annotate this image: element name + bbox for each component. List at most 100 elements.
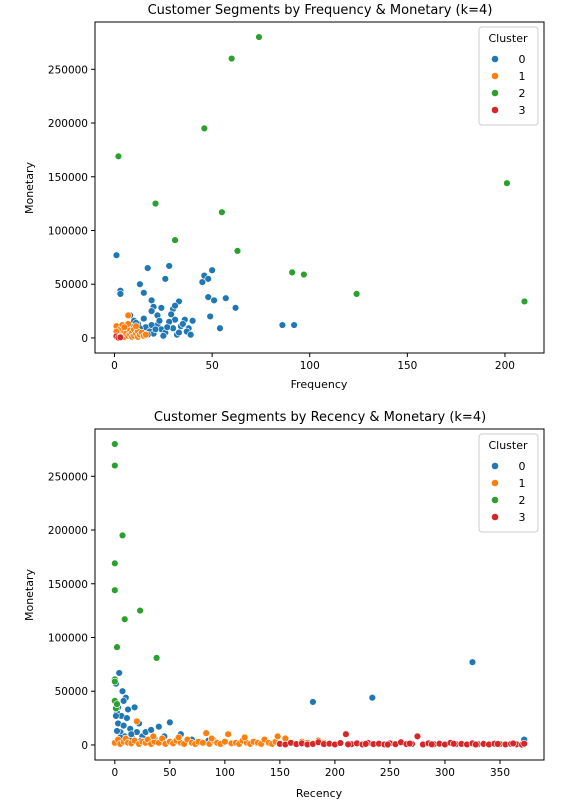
chart-2-y-axis-label: Monetary	[23, 568, 36, 621]
legend-marker-cluster-1	[491, 72, 499, 80]
x-tick-label: 100	[215, 767, 235, 779]
legend-marker-cluster-3	[491, 106, 499, 114]
cluster-0-point	[124, 705, 132, 714]
cluster-2-point	[111, 677, 119, 686]
legend-label-cluster-3: 3	[519, 104, 526, 117]
cluster-0-point	[116, 290, 125, 298]
cluster-0-point	[222, 294, 230, 302]
cluster-2-point	[111, 559, 119, 568]
cluster-3-point	[362, 740, 370, 748]
cluster-0-point	[165, 262, 173, 270]
chart-1-legend-items: 0 1 2 3	[491, 53, 526, 117]
cluster-0-point	[144, 264, 152, 272]
cluster-3-point	[344, 740, 352, 749]
x-tick-label: 0	[111, 767, 118, 779]
cluster-2-point	[118, 531, 127, 540]
cluster-0-point	[127, 730, 136, 738]
legend-label-cluster-0: 0	[519, 53, 526, 66]
legend-label-cluster-1: 1	[519, 70, 526, 83]
cluster-1-point	[133, 717, 141, 726]
cluster-0-point	[130, 703, 139, 712]
cluster-0-point	[115, 669, 123, 677]
cluster-0-point	[151, 325, 160, 334]
cluster-3-point	[406, 739, 414, 748]
cluster-2-point	[218, 208, 226, 216]
cluster-1-point	[124, 311, 132, 320]
chart-2-legend-items: 0 1 2 3	[491, 460, 526, 524]
chart-2-legend: Cluster 0 1 2 3	[478, 433, 539, 533]
cluster-2-point	[114, 152, 123, 161]
cluster-2-point	[113, 643, 121, 651]
cluster-2-point	[352, 290, 361, 298]
chart-1-legend: Cluster 0 1 2 3	[478, 26, 539, 126]
cluster-0-point	[210, 296, 218, 305]
chart-2-title: Customer Segments by Recency & Monetary …	[154, 410, 486, 425]
cluster-2-point	[152, 654, 161, 662]
chart-2-axes: 0 50 100 150 200 250 300 350 0 50000 100000 150000 2…	[48, 471, 510, 779]
cluster-0-point	[119, 697, 128, 705]
chart-2-x-axis-label: Recency	[296, 787, 343, 800]
cluster-2-point	[255, 33, 263, 41]
y-tick-label: 50000	[55, 279, 88, 291]
cluster-0-point	[188, 317, 197, 325]
cluster-0-point	[163, 323, 171, 331]
cluster-2-point	[233, 247, 242, 255]
cluster-0-point	[204, 293, 212, 301]
cluster-2-point	[111, 586, 119, 594]
cluster-3-point	[342, 730, 350, 738]
cluster-3-point	[472, 740, 480, 749]
x-tick-label: 200	[325, 767, 345, 779]
cluster-3-point	[494, 740, 502, 748]
chart-1-points	[112, 33, 529, 342]
y-tick-label: 200000	[48, 118, 88, 130]
legend-label-cluster-2: 2	[519, 87, 526, 100]
y-tick-label: 100000	[48, 225, 88, 237]
cluster-3-point	[520, 739, 528, 748]
x-tick-label: 50	[163, 767, 176, 779]
y-tick-label: 0	[81, 740, 88, 752]
chart-2-plot-area	[94, 428, 545, 761]
cluster-1-point	[240, 733, 249, 742]
cluster-1-point	[158, 734, 166, 743]
chart-2-legend-box	[478, 433, 539, 533]
cluster-3-point	[116, 333, 125, 342]
x-tick-label: 150	[270, 767, 290, 779]
y-tick-label: 250000	[48, 64, 88, 76]
cluster-1-point	[174, 733, 183, 742]
cluster-0-point	[167, 310, 175, 319]
cluster-0-point	[123, 714, 131, 722]
chart-1-x-axis-label: Frequency	[291, 378, 348, 391]
chart-1-plot-area	[94, 21, 545, 354]
legend-label-cluster-2: 2	[519, 494, 526, 507]
cluster-2-point	[136, 606, 144, 615]
legend-label-cluster-0: 0	[519, 460, 526, 473]
cluster-1-point	[142, 331, 150, 339]
y-tick-label: 150000	[48, 172, 88, 184]
cluster-0-point	[208, 266, 216, 274]
x-tick-label: 0	[111, 360, 118, 372]
chart-1-axes: 0 50 100 150 200 0 50000 100000 150000 200000 2500…	[48, 64, 515, 372]
cluster-0-point	[186, 331, 195, 339]
x-tick-label: 200	[495, 360, 515, 372]
cluster-3-point	[450, 740, 458, 748]
cluster-1-point	[221, 738, 229, 746]
cluster-1-point	[202, 729, 210, 737]
legend-marker-cluster-3	[491, 513, 499, 521]
cluster-0-point	[140, 314, 148, 323]
legend-marker-cluster-2	[491, 89, 499, 97]
cluster-1-point	[149, 732, 158, 741]
x-tick-label: 150	[397, 360, 417, 372]
x-tick-label: 100	[300, 360, 320, 372]
cluster-1-point	[224, 730, 232, 738]
cluster-0-point	[175, 328, 183, 337]
cluster-0-point	[118, 687, 127, 695]
y-tick-label: 0	[81, 333, 88, 345]
legend-label-cluster-3: 3	[519, 511, 526, 524]
cluster-0-point	[171, 302, 179, 310]
cluster-3-point	[336, 739, 345, 747]
cluster-0-point	[309, 698, 317, 706]
chart-2-legend-title: Cluster	[488, 439, 528, 452]
cluster-0-point	[155, 317, 164, 325]
cluster-0-point	[166, 718, 174, 727]
